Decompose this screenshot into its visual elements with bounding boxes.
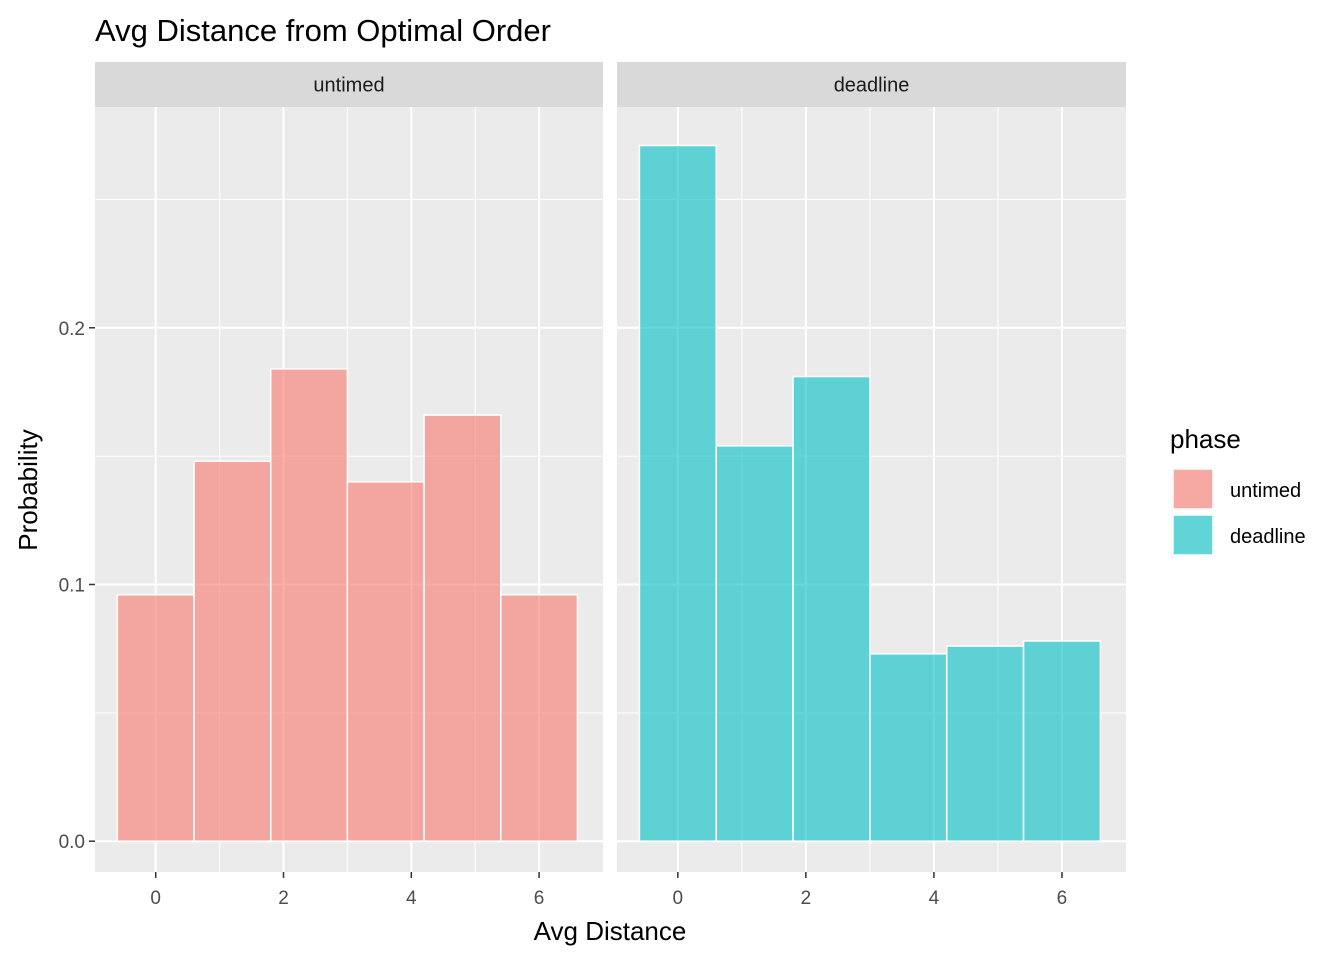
facet-strip-label: deadline (834, 75, 910, 97)
x-tick-label: 4 (929, 888, 940, 909)
facet-panel-untimed: untimed 0 2 4 6 0.0 0.1 0.2 (59, 62, 603, 909)
histogram-bar (869, 653, 948, 842)
histogram-bar (945, 645, 1025, 842)
histogram-bar (346, 481, 425, 842)
x-tick-label: 6 (534, 888, 545, 909)
histogram-bar (269, 368, 349, 842)
legend-item-label: deadline (1230, 526, 1306, 548)
legend-item-label: untimed (1230, 480, 1301, 502)
y-tick-label: 0.2 (59, 319, 85, 340)
legend-title: phase (1170, 424, 1241, 454)
histogram-bar (715, 445, 794, 842)
facet-strip (617, 62, 1126, 107)
histogram-bar (423, 414, 502, 842)
legend: phase untimed deadline (1170, 424, 1306, 556)
x-tick-label: 0 (673, 888, 684, 909)
legend-key-swatch (1172, 514, 1214, 556)
histogram-bar (193, 460, 272, 842)
legend-items: untimed deadline (1172, 468, 1306, 556)
chart-title: Avg Distance from Optimal Order (95, 13, 551, 48)
facet-strip-label: untimed (313, 75, 384, 97)
facet-strip (95, 62, 603, 107)
y-tick-label: 0.0 (59, 832, 85, 853)
y-axis-title: Probability (13, 429, 43, 550)
x-tick-label: 2 (801, 888, 812, 909)
facets-layer: untimed 0 2 4 6 0.0 0.1 0.2 deadline 0 2 4 6 (59, 62, 1126, 909)
histogram-bar (500, 594, 579, 842)
histogram-bar (638, 144, 717, 842)
x-tick-label: 0 (150, 888, 161, 909)
y-tick-label: 0.1 (59, 575, 85, 596)
histogram-bar (1022, 640, 1102, 842)
facet-panel-deadline: deadline 0 2 4 6 (617, 62, 1126, 909)
legend-key-swatch (1172, 468, 1214, 510)
x-tick-label: 2 (278, 888, 289, 909)
x-axis-title: Avg Distance (534, 916, 687, 946)
histogram-bar (116, 594, 195, 842)
histogram-bar (792, 375, 871, 842)
x-tick-label: 6 (1057, 888, 1068, 909)
x-tick-label: 4 (406, 888, 417, 909)
